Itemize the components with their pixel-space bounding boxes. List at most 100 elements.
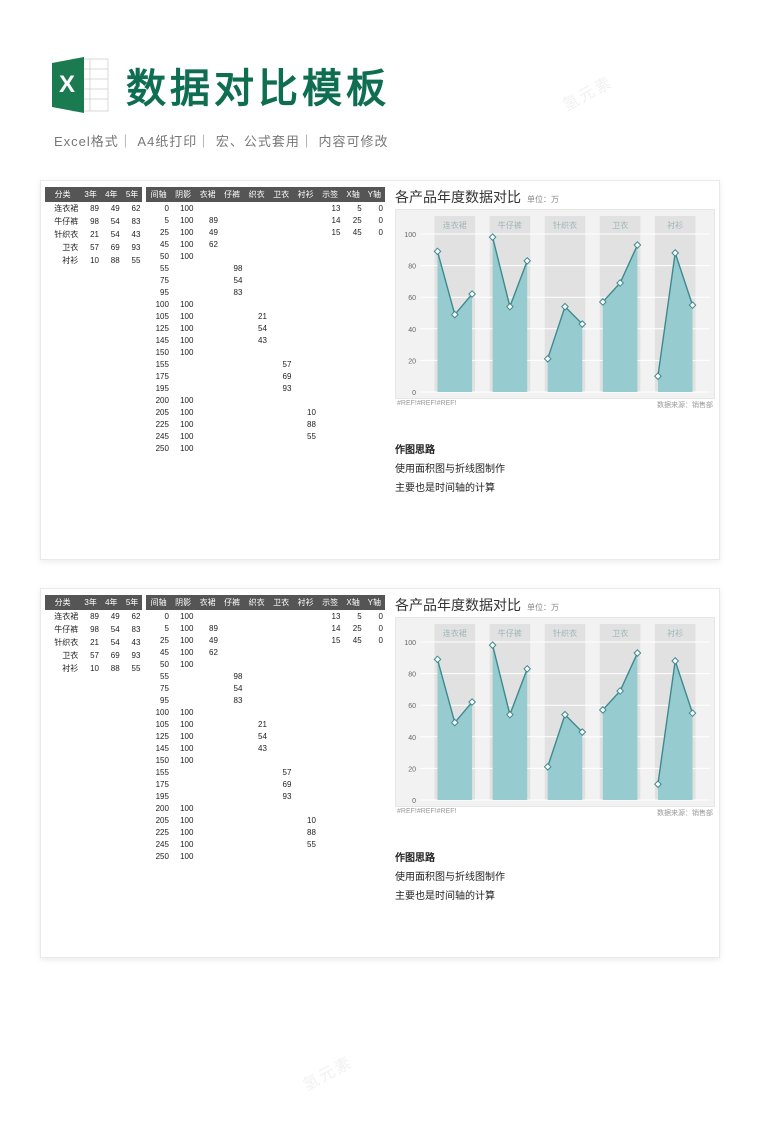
table-row: 针织衣215443 [45,636,142,649]
chart-footer-left: #REF!#REF!#REF! [397,400,457,410]
column-header: 4年 [101,187,122,202]
table-row: 连衣裙894962 [45,202,142,215]
comparison-chart: 连衣裙牛仔裤针织衣卫衣衬衫020406080100 [395,617,715,807]
svg-text:卫衣: 卫衣 [612,628,628,638]
page-header: X 数据对比模板 [0,0,760,127]
axis-data-table: 间轴阴影衣裙仔裤织衣卫衣衬衫示签X轴Y轴 0100135051008914250… [146,595,385,862]
column-header: X轴 [342,187,363,202]
table-row: 5598 [146,262,385,274]
table-row: 17569 [146,778,385,790]
svg-text:连衣裙: 连衣裙 [443,628,467,638]
table-row: 14510043 [146,742,385,754]
column-header: 5年 [122,595,143,610]
table-row: 100100 [146,706,385,718]
column-header: 卫衣 [269,187,294,202]
notes-line-2: 主要也是时间轴的计算 [395,887,715,902]
svg-text:X: X [59,71,75,98]
column-header: 示签 [318,187,343,202]
chart-unit: 单位：万 [527,602,559,613]
table-row: 9583 [146,286,385,298]
table-row: 24510055 [146,838,385,850]
notes-line-1: 使用面积图与折线图制作 [395,868,715,883]
table-row: 10510021 [146,310,385,322]
table-row: 4510062 [146,238,385,250]
notes-title: 作图思路 [395,441,715,456]
svg-text:60: 60 [408,703,416,710]
column-header: 卫衣 [269,595,294,610]
column-header: 仔裤 [220,595,245,610]
table-row: 衬衫108855 [45,662,142,675]
svg-text:40: 40 [408,735,416,742]
table-row: 14510043 [146,334,385,346]
table-row: 251004915450 [146,226,385,238]
table-row: 100100 [146,298,385,310]
table-row: 衬衫108855 [45,254,142,267]
table-row: 50100 [146,658,385,670]
column-header: Y轴 [364,595,385,610]
table-row: 7554 [146,274,385,286]
svg-text:连衣裙: 连衣裙 [443,220,467,230]
table-row: 卫衣576993 [45,649,142,662]
table-row: 51008914250 [146,622,385,634]
notes-line-2: 主要也是时间轴的计算 [395,479,715,494]
table-row: 01001350 [146,202,385,214]
table-row: 51008914250 [146,214,385,226]
column-header: 衣裙 [195,595,220,610]
chart-footer-left: #REF!#REF!#REF! [397,808,457,818]
notes-line-1: 使用面积图与折线图制作 [395,460,715,475]
preview-panel-2: 分类3年4年5年 连衣裙894962牛仔裤985483针织衣215443卫衣57… [40,588,720,958]
table-row: 50100 [146,250,385,262]
column-header: 分类 [45,595,80,610]
chart-unit: 单位：万 [527,194,559,205]
excel-icon: X [50,55,110,115]
page-subtitle: Excel格式｜ A4纸打印｜ 宏、公式套用｜ 内容可修改 [0,127,760,180]
column-header: X轴 [342,595,363,610]
svg-text:0: 0 [412,798,416,805]
table-row: 5598 [146,670,385,682]
column-header: 阴影 [171,595,196,610]
svg-text:卫衣: 卫衣 [612,220,628,230]
table-row: 19593 [146,382,385,394]
column-header: Y轴 [364,187,385,202]
summary-table: 分类3年4年5年 连衣裙894962牛仔裤985483针织衣215443卫衣57… [45,595,142,675]
table-row: 牛仔裤985483 [45,623,142,636]
column-header: 衣裙 [195,187,220,202]
table-row: 卫衣576993 [45,241,142,254]
svg-text:针织衣: 针织衣 [553,628,577,638]
table-row: 150100 [146,346,385,358]
chart-title: 各产品年度数据对比 [395,187,521,207]
table-row: 250100 [146,442,385,454]
svg-text:牛仔裤: 牛仔裤 [498,220,522,230]
svg-text:40: 40 [408,327,416,334]
column-header: 3年 [80,595,101,610]
page-title: 数据对比模板 [126,56,390,114]
svg-text:60: 60 [408,295,416,302]
table-row: 15557 [146,766,385,778]
svg-text:牛仔裤: 牛仔裤 [498,628,522,638]
table-row: 24510055 [146,430,385,442]
table-row: 10510021 [146,718,385,730]
svg-text:80: 80 [408,264,416,271]
svg-text:80: 80 [408,672,416,679]
svg-text:100: 100 [404,640,416,647]
summary-table: 分类3年4年5年 连衣裙894962牛仔裤985483针织衣215443卫衣57… [45,187,142,267]
column-header: 示签 [318,595,343,610]
table-row: 连衣裙894962 [45,610,142,623]
column-header: 4年 [101,595,122,610]
table-row: 7554 [146,682,385,694]
table-row: 针织衣215443 [45,228,142,241]
axis-data-table: 间轴阴影衣裙仔裤织衣卫衣衬衫示签X轴Y轴 0100135051008914250… [146,187,385,454]
table-row: 4510062 [146,646,385,658]
column-header: 织衣 [244,595,269,610]
table-row: 牛仔裤985483 [45,215,142,228]
column-header: 间轴 [146,595,171,610]
column-header: 3年 [80,187,101,202]
column-header: 间轴 [146,187,171,202]
table-row: 12510054 [146,322,385,334]
column-header: 分类 [45,187,80,202]
svg-text:衬衫: 衬衫 [667,220,683,230]
svg-text:20: 20 [408,358,416,365]
column-header: 仔裤 [220,187,245,202]
svg-text:100: 100 [404,232,416,239]
column-header: 阴影 [171,187,196,202]
